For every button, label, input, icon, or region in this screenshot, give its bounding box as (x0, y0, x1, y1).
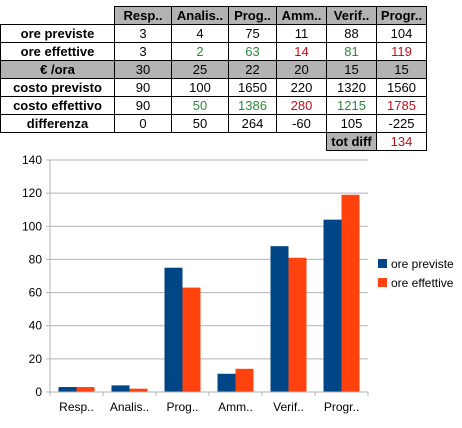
x-tick-label: Prog.. (166, 400, 198, 414)
y-tick-label: 120 (22, 186, 42, 200)
row-label: differenza (0, 114, 115, 133)
y-tick-label: 0 (35, 385, 42, 399)
table-row: differenza 0 50 264 -60 105 -225 (0, 114, 427, 133)
y-tick-label: 80 (29, 252, 43, 266)
y-tick-label: 60 (29, 286, 43, 300)
table-cell: 90 (114, 96, 172, 115)
table-cell: 3 (114, 24, 172, 43)
table-cell: 90 (114, 78, 172, 97)
table-cell: 3 (114, 42, 172, 61)
table-cell: 4 (171, 24, 229, 43)
x-tick-label: Progr.. (324, 400, 359, 414)
x-tick-label: Resp.. (59, 400, 94, 414)
table-row: ore previste 3 4 75 11 88 104 (0, 24, 427, 43)
table-cell: 0 (114, 114, 172, 133)
table-row: costo effettivo 90 50 1386 280 1215 1785 (0, 96, 427, 115)
bar-ore-effettive (76, 387, 95, 392)
table-cell: 75 (228, 24, 277, 43)
bar-ore-effettive (288, 257, 307, 392)
table-row: ore effettive 3 2 63 14 81 119 (0, 42, 427, 61)
bar-chart: 0 20 40 60 80 100 120 140 Resp.. Analis.. Prog.. Am… (22, 153, 454, 414)
bar-ore-effettive (235, 368, 254, 392)
column-header: Prog.. (228, 6, 277, 25)
column-header: Progr.. (376, 6, 427, 25)
total-label: tot diff (326, 132, 377, 151)
bar-ore-previste (217, 373, 236, 392)
table-cell: 105 (326, 114, 377, 133)
row-label: ore previste (0, 24, 115, 43)
bar-ore-previste (111, 385, 130, 392)
table-cell: -225 (376, 114, 427, 133)
legend-swatch (378, 259, 387, 268)
table-cell: 11 (276, 24, 327, 43)
bar-ore-previste (270, 246, 289, 392)
y-tick-label: 40 (29, 319, 43, 333)
total-value: 134 (376, 132, 427, 151)
column-header: Analis.. (171, 6, 229, 25)
table-cell: 15 (326, 60, 377, 79)
x-tick-label: Amm.. (218, 400, 253, 414)
table-cell: 15 (376, 60, 427, 79)
table-cell: 100 (171, 78, 229, 97)
table-cell: 50 (171, 114, 229, 133)
row-label: € /ora (0, 60, 115, 79)
y-tick-label: 100 (22, 219, 42, 233)
table-row: costo previsto 90 100 1650 220 1320 1560 (0, 78, 427, 97)
table-cell: 1386 (228, 96, 277, 115)
row-label: costo previsto (0, 78, 115, 97)
table-cell: 1320 (326, 78, 377, 97)
table-cell: 2 (171, 42, 229, 61)
table-cell: 81 (326, 42, 377, 61)
column-header: Verif.. (326, 6, 377, 25)
chart-legend: ore previste ore effettive (378, 257, 454, 290)
table-cell: 1785 (376, 96, 427, 115)
corner-cell (1, 7, 115, 25)
y-tick-label: 20 (29, 352, 43, 366)
x-tick-label: Verif.. (273, 400, 304, 414)
bar-ore-previste (164, 267, 183, 392)
row-label: costo effettivo (0, 96, 115, 115)
bar-ore-effettive (182, 287, 201, 392)
column-header: Resp.. (114, 6, 172, 25)
bar-ore-effettive (129, 388, 148, 392)
table-cell: 1215 (326, 96, 377, 115)
bar-ore-effettive (341, 194, 360, 392)
table-cell: 25 (171, 60, 229, 79)
legend-label: ore effettive (391, 276, 454, 290)
chart-gridlines (50, 159, 368, 393)
table-row: € /ora 30 25 22 20 15 15 (0, 60, 427, 79)
table-cell: 88 (326, 24, 377, 43)
table-cell: 104 (376, 24, 427, 43)
table-cell: 119 (376, 42, 427, 61)
row-label: ore effettive (0, 42, 115, 61)
table-cell: 1650 (228, 78, 277, 97)
table-cell: 14 (276, 42, 327, 61)
legend-swatch (378, 278, 387, 287)
table-cell: 280 (276, 96, 327, 115)
x-tick-label: Analis.. (110, 400, 149, 414)
y-tick-label: 140 (22, 153, 42, 167)
table-cell: 264 (228, 114, 277, 133)
table-cell: 22 (228, 60, 277, 79)
bar-ore-previste (58, 387, 77, 392)
table-cell: -60 (276, 114, 327, 133)
table-cell: 50 (171, 96, 229, 115)
bar-ore-previste (323, 219, 342, 392)
table-cell: 1560 (376, 78, 427, 97)
header-row: Resp.. Analis.. Prog.. Amm.. Verif.. Progr.. (1, 6, 427, 25)
chart-axes: 0 20 40 60 80 100 120 140 Resp.. Analis.. Prog.. Am… (22, 153, 369, 414)
table-cell: 30 (114, 60, 172, 79)
spreadsheet-table: Resp.. Analis.. Prog.. Amm.. Verif.. Progr.. o… (0, 6, 427, 151)
table-cell: 220 (276, 78, 327, 97)
table-cell: 63 (228, 42, 277, 61)
total-row: tot diff 134 (1, 132, 427, 151)
column-header: Amm.. (276, 6, 327, 25)
table-cell: 20 (276, 60, 327, 79)
legend-label: ore previste (391, 257, 454, 271)
chart-bars (58, 194, 360, 392)
